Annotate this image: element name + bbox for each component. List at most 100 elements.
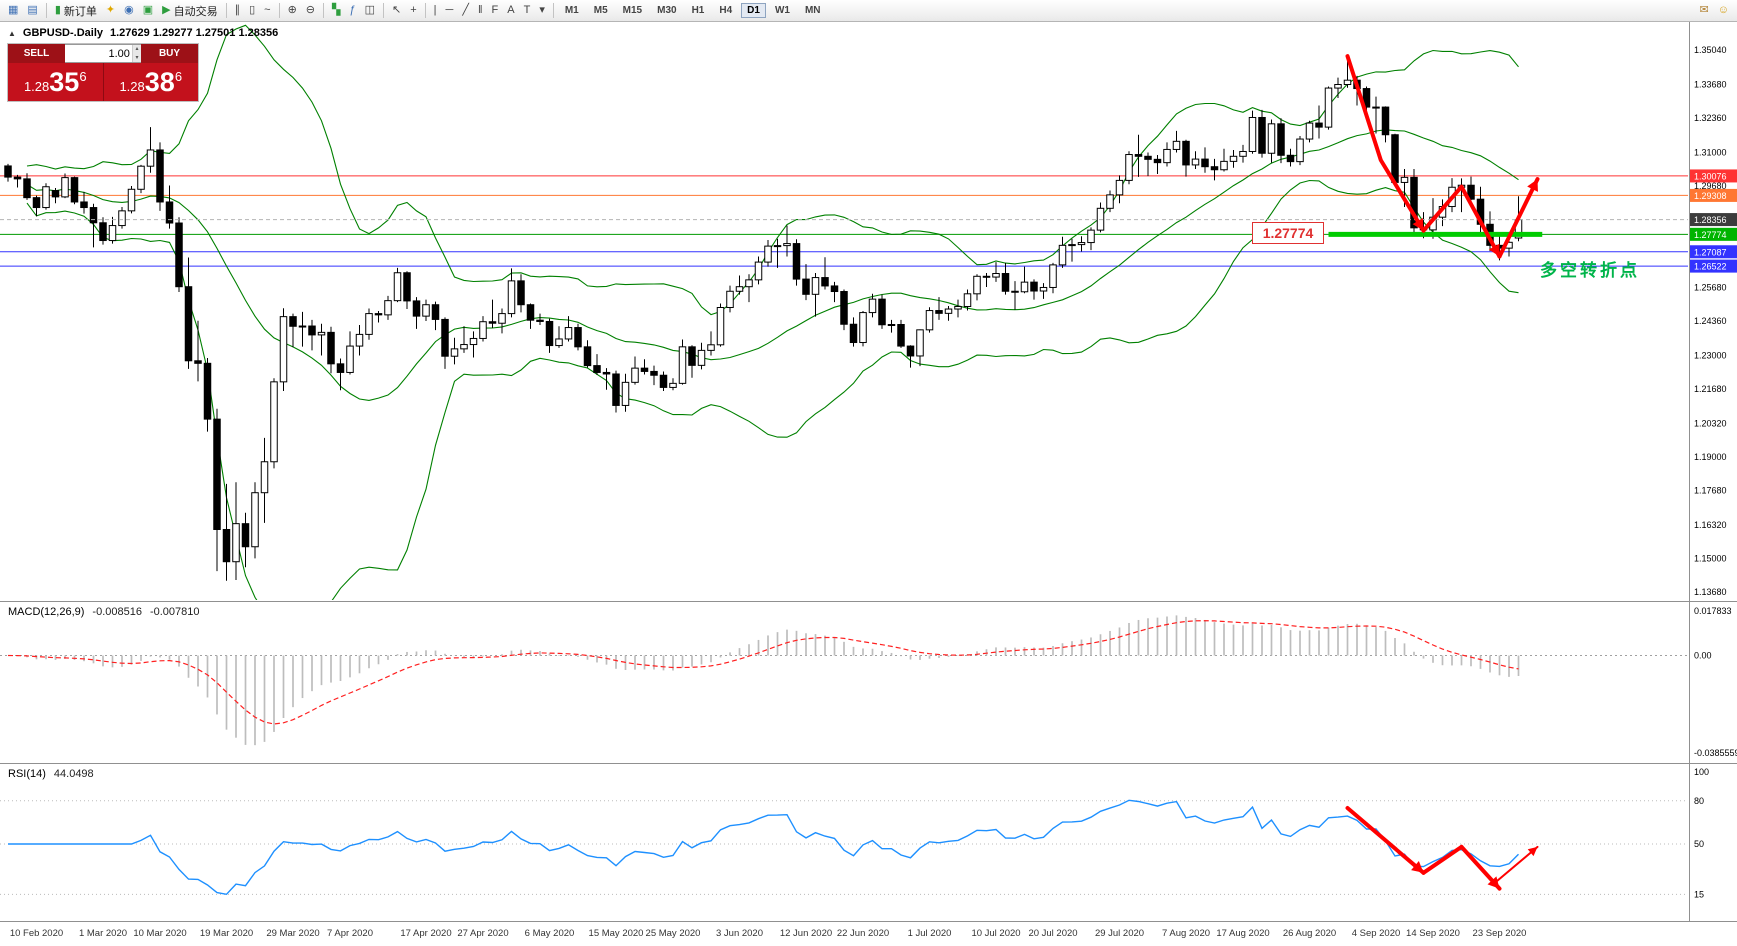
shapes-icon-glyph: ▾ [539,4,545,16]
svg-text:22 Jun 2020: 22 Jun 2020 [837,928,889,939]
zoom-out-icon-glyph: ⊖ [305,4,316,16]
volume-up-button[interactable]: ▴ [131,45,141,54]
svg-text:1.13680: 1.13680 [1694,587,1727,597]
timeframe-h4[interactable]: H4 [719,5,733,16]
indicators-icon[interactable]: ƒ [345,1,359,21]
svg-text:1.20320: 1.20320 [1694,418,1727,428]
profiles-icon[interactable]: ▤ [23,1,41,21]
timeframe-m1[interactable]: M1 [564,5,579,16]
rsi-name: RSI(14) [8,768,46,780]
svg-text:0.017833: 0.017833 [1694,606,1732,616]
svg-text:27 Apr 2020: 27 Apr 2020 [457,928,508,939]
svg-text:1 Jul 2020: 1 Jul 2020 [908,928,952,939]
rsi-axis[interactable]: 100 80 50 15 [1694,767,1709,899]
buy-button[interactable]: BUY [141,44,198,63]
autotrading-button[interactable]: ▶ 自动交易 [158,1,221,21]
svg-text:-0.0385559: -0.0385559 [1694,748,1737,758]
cursor-icon-glyph: ↖ [392,4,402,16]
svg-text:1.29308: 1.29308 [1694,191,1727,201]
objects-list-icon-glyph: ◫ [364,4,376,16]
timeframe-h1[interactable]: H1 [691,5,705,16]
volume-input[interactable] [65,45,132,62]
candlestick-chart-icon[interactable]: ▯ [245,1,259,21]
strategy-tester-icon[interactable]: ▣ [139,1,157,21]
zoom-in-icon[interactable]: ⊕ [284,1,301,21]
price-panel[interactable] [0,24,1688,616]
svg-text:7 Aug 2020: 7 Aug 2020 [1162,928,1210,939]
svg-text:17 Apr 2020: 17 Apr 2020 [400,928,451,939]
channel-icon[interactable]: ǁ [474,1,487,21]
macd-label: MACD(12,26,9) -0.008516 -0.007810 [8,606,200,618]
sell-price-button[interactable]: 1.28 35 6 [8,63,104,101]
svg-text:4 Sep 2020: 4 Sep 2020 [1352,928,1401,939]
turning-point-annotation: 多空转折点 [1540,261,1640,280]
trend-annotation-arrows[interactable] [1345,54,1540,259]
sell-button[interactable]: SELL [8,44,65,63]
price-axis[interactable]: 1.35040 1.33680 1.32360 1.31000 1.29680 1.256… [1690,45,1737,597]
svg-text:1.35040: 1.35040 [1694,45,1727,55]
rsi-panel[interactable] [0,799,1688,896]
label-icon[interactable]: T [520,1,535,21]
buy-price-point: 6 [174,68,183,84]
tile-windows-icon[interactable]: ▚ [328,1,344,21]
macd-main-value: -0.008516 [92,606,142,618]
text-icon[interactable]: A [503,1,518,21]
svg-text:12 Jun 2020: 12 Jun 2020 [780,928,832,939]
time-axis[interactable]: 10 Feb 2020 1 Mar 2020 10 Mar 2020 19 Mar 2… [10,928,1527,939]
line-chart-icon[interactable]: ~ [260,1,274,21]
history-center-icon[interactable]: ◉ [120,1,138,21]
metaeditor-icon-glyph: ✦ [105,4,116,16]
vertical-line-icon[interactable]: | [430,1,441,21]
volume-down-button[interactable]: ▾ [131,53,141,62]
timeframe-m15[interactable]: M15 [622,5,643,16]
buy-price-button[interactable]: 1.28 38 6 [103,63,198,101]
zoom-out-icon[interactable]: ⊖ [302,1,319,21]
new-chart-icon[interactable]: ▦ [4,1,22,21]
zoom-in-icon-glyph: ⊕ [287,4,297,16]
cursor-icon[interactable]: ↖ [388,1,405,21]
profiles-icon-glyph: ▤ [27,4,38,16]
community-icon[interactable]: ☺ [1714,1,1733,21]
objects-list-icon[interactable]: ◫ [361,1,379,21]
mail-icon-glyph: ✉ [1699,4,1709,16]
svg-text:1.28356: 1.28356 [1694,215,1727,225]
rsi-value: 44.0498 [53,768,94,780]
timeframe-w1[interactable]: W1 [774,5,790,16]
bar-chart-icon[interactable]: ∥ [231,1,245,21]
new-chart-icon-glyph: ▦ [8,4,19,16]
timeframe-d1[interactable]: D1 [741,3,766,18]
timeframe-m5[interactable]: M5 [593,5,608,16]
mail-icon[interactable]: ✉ [1696,1,1713,21]
horizontal-line-icon[interactable]: ─ [442,1,458,21]
timeframe-mn[interactable]: MN [804,5,821,16]
crosshair-icon[interactable]: + [406,1,420,21]
timeframe-m30[interactable]: M30 [657,5,677,16]
svg-text:6 May 2020: 6 May 2020 [525,928,575,939]
shapes-icon[interactable]: ▾ [535,1,549,21]
macd-signal-line [7,620,1519,725]
svg-text:1.21680: 1.21680 [1694,384,1727,394]
rsi-annotation-arrows[interactable] [1345,806,1539,891]
rsi-label: RSI(14) 44.0498 [8,768,94,780]
indicators-icon-glyph: ƒ [349,4,356,16]
new-order-button[interactable]: ▮ 新订单 [51,1,101,21]
svg-text:0.00: 0.00 [1694,651,1712,661]
svg-text:15: 15 [1694,889,1704,899]
macd-axis[interactable]: 0.017833 0.00 -0.0385559 [1694,606,1737,758]
trendline-icon-glyph: ╱ [462,4,469,16]
bollinger-bands [26,24,1519,600]
new-order-button-glyph: ▮ [54,4,61,16]
label-icon-glyph: T [523,4,531,16]
svg-text:1.25680: 1.25680 [1694,282,1727,292]
trendline-icon[interactable]: ╱ [458,1,473,21]
buy-price-prefix: 1.28 [119,79,145,94]
metaeditor-icon[interactable]: ✦ [102,1,119,21]
macd-panel[interactable] [0,615,1688,746]
fibonacci-icon[interactable]: F [488,1,503,21]
autotrading-button-glyph: ▶ [162,4,171,16]
candles [4,55,1523,581]
candlestick-chart-icon-glyph: ▯ [249,4,256,16]
collapse-arrow-icon[interactable]: ▲ [8,28,16,38]
